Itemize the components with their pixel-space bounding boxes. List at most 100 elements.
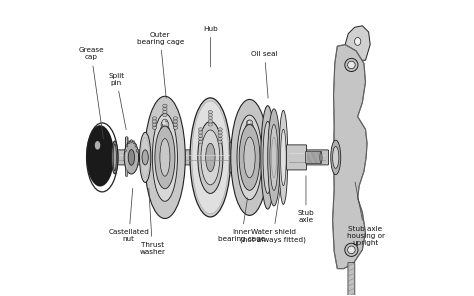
Ellipse shape bbox=[260, 144, 264, 171]
Ellipse shape bbox=[90, 133, 111, 179]
Ellipse shape bbox=[199, 137, 203, 140]
Ellipse shape bbox=[163, 104, 167, 107]
Ellipse shape bbox=[112, 141, 118, 174]
Ellipse shape bbox=[199, 140, 203, 144]
Text: Hub: Hub bbox=[203, 26, 218, 67]
Ellipse shape bbox=[86, 125, 114, 186]
Ellipse shape bbox=[161, 121, 167, 128]
Ellipse shape bbox=[208, 123, 212, 126]
Ellipse shape bbox=[261, 106, 274, 209]
FancyBboxPatch shape bbox=[306, 152, 321, 163]
Ellipse shape bbox=[160, 139, 170, 176]
Ellipse shape bbox=[165, 136, 167, 138]
Polygon shape bbox=[333, 45, 367, 269]
Ellipse shape bbox=[218, 134, 222, 137]
Ellipse shape bbox=[152, 123, 156, 126]
Ellipse shape bbox=[237, 115, 262, 200]
Ellipse shape bbox=[248, 121, 249, 123]
Ellipse shape bbox=[190, 98, 231, 217]
FancyBboxPatch shape bbox=[286, 145, 307, 170]
Text: Outer
bearing cage: Outer bearing cage bbox=[137, 32, 184, 98]
Ellipse shape bbox=[208, 110, 212, 114]
Ellipse shape bbox=[161, 136, 163, 138]
Ellipse shape bbox=[218, 128, 222, 131]
Ellipse shape bbox=[145, 96, 185, 218]
Ellipse shape bbox=[199, 134, 203, 137]
Ellipse shape bbox=[333, 147, 339, 168]
Text: Grease
cap: Grease cap bbox=[79, 47, 104, 139]
Ellipse shape bbox=[137, 149, 138, 152]
Ellipse shape bbox=[331, 140, 341, 175]
Ellipse shape bbox=[279, 110, 288, 205]
Ellipse shape bbox=[345, 58, 358, 72]
Ellipse shape bbox=[244, 137, 255, 178]
Ellipse shape bbox=[218, 140, 222, 144]
FancyBboxPatch shape bbox=[348, 263, 355, 296]
Ellipse shape bbox=[246, 124, 251, 131]
Ellipse shape bbox=[95, 141, 100, 150]
Ellipse shape bbox=[192, 101, 229, 214]
Ellipse shape bbox=[163, 110, 167, 114]
Ellipse shape bbox=[162, 119, 168, 127]
Ellipse shape bbox=[218, 131, 222, 134]
Ellipse shape bbox=[100, 153, 104, 161]
Ellipse shape bbox=[142, 150, 148, 165]
Ellipse shape bbox=[245, 142, 250, 149]
Ellipse shape bbox=[173, 120, 178, 123]
Ellipse shape bbox=[173, 117, 178, 120]
Text: Stub
axle: Stub axle bbox=[298, 176, 314, 223]
Ellipse shape bbox=[246, 120, 252, 127]
Ellipse shape bbox=[162, 122, 164, 124]
Ellipse shape bbox=[125, 149, 127, 152]
Ellipse shape bbox=[250, 144, 252, 145]
Ellipse shape bbox=[199, 131, 203, 134]
Text: Water shield
(not always fitted): Water shield (not always fitted) bbox=[240, 188, 306, 242]
Ellipse shape bbox=[248, 121, 250, 123]
Ellipse shape bbox=[128, 141, 130, 144]
Ellipse shape bbox=[347, 61, 355, 69]
Text: Oil seal: Oil seal bbox=[251, 51, 278, 98]
Ellipse shape bbox=[263, 121, 273, 194]
Ellipse shape bbox=[165, 146, 167, 148]
Ellipse shape bbox=[160, 134, 166, 142]
Ellipse shape bbox=[124, 141, 138, 174]
Ellipse shape bbox=[320, 152, 322, 163]
Ellipse shape bbox=[206, 143, 215, 171]
Ellipse shape bbox=[208, 120, 212, 123]
Text: Thrust
washer: Thrust washer bbox=[139, 188, 165, 255]
Ellipse shape bbox=[268, 109, 280, 206]
Ellipse shape bbox=[164, 145, 171, 152]
FancyBboxPatch shape bbox=[116, 150, 328, 165]
FancyBboxPatch shape bbox=[230, 142, 263, 173]
Ellipse shape bbox=[92, 137, 109, 176]
Ellipse shape bbox=[163, 121, 169, 128]
Ellipse shape bbox=[247, 120, 253, 127]
Ellipse shape bbox=[281, 129, 286, 186]
Text: Stub axle
housing or
upright: Stub axle housing or upright bbox=[346, 182, 384, 246]
Ellipse shape bbox=[160, 126, 166, 134]
Ellipse shape bbox=[133, 141, 135, 144]
Ellipse shape bbox=[345, 243, 358, 256]
Ellipse shape bbox=[152, 126, 156, 129]
Ellipse shape bbox=[247, 125, 248, 127]
Ellipse shape bbox=[164, 134, 170, 142]
Ellipse shape bbox=[245, 132, 250, 139]
Ellipse shape bbox=[218, 137, 222, 140]
Ellipse shape bbox=[270, 125, 278, 190]
Ellipse shape bbox=[163, 107, 167, 110]
Ellipse shape bbox=[135, 144, 137, 147]
Ellipse shape bbox=[152, 114, 177, 201]
Ellipse shape bbox=[249, 132, 254, 139]
Ellipse shape bbox=[152, 117, 156, 120]
Ellipse shape bbox=[113, 144, 116, 171]
Ellipse shape bbox=[201, 130, 220, 185]
Ellipse shape bbox=[347, 246, 355, 254]
Ellipse shape bbox=[155, 126, 175, 189]
Ellipse shape bbox=[208, 117, 212, 120]
Ellipse shape bbox=[139, 132, 151, 182]
Ellipse shape bbox=[208, 114, 212, 117]
Ellipse shape bbox=[96, 145, 107, 168]
Ellipse shape bbox=[239, 125, 260, 190]
Text: Inner
bearing cage: Inner bearing cage bbox=[218, 198, 265, 242]
Ellipse shape bbox=[126, 144, 128, 147]
